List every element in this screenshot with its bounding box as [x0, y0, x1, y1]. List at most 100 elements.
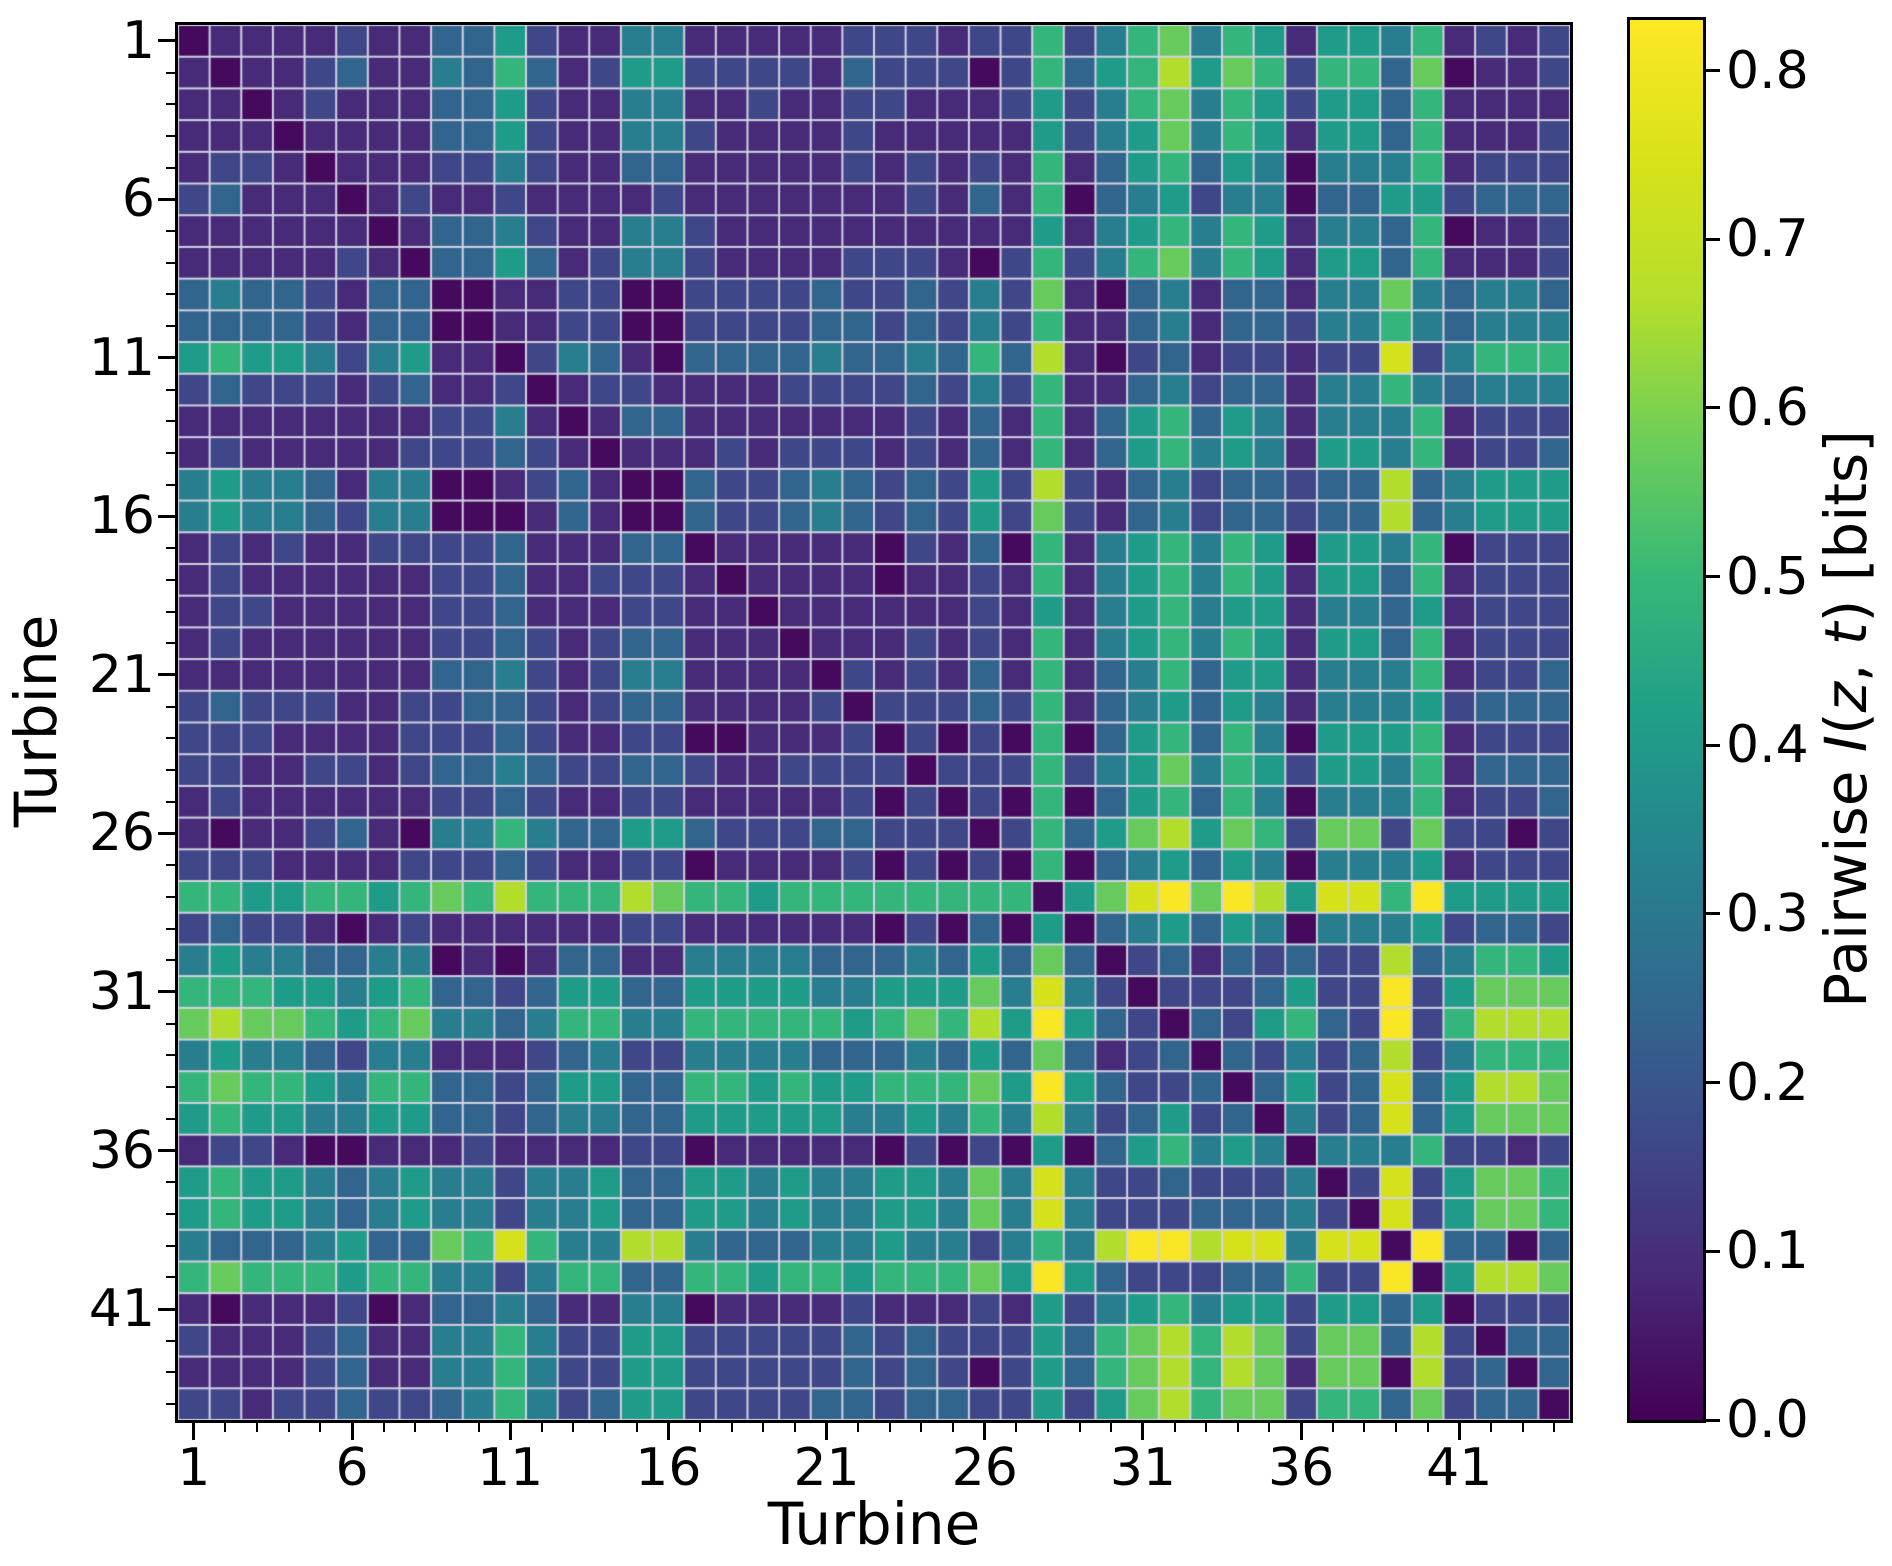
x-minor-tick: [572, 1423, 575, 1432]
y-major-tick: [158, 1307, 175, 1311]
y-major-tick: [158, 39, 175, 43]
colorbar-tick-label: 0.4: [1726, 715, 1809, 776]
y-minor-tick: [166, 1403, 175, 1406]
y-major-tick: [158, 514, 175, 518]
colorbar-tick-label: 0.6: [1726, 377, 1809, 438]
colorbar-tick: [1706, 406, 1720, 410]
x-minor-tick: [1553, 1423, 1556, 1432]
colorbar-label-text: ) [bits]: [1812, 430, 1880, 623]
x-minor-tick: [1110, 1423, 1113, 1432]
x-major-tick: [508, 1423, 512, 1440]
x-minor-tick: [224, 1423, 227, 1432]
y-minor-tick: [166, 864, 175, 867]
x-tick-label: 36: [1267, 1438, 1335, 1498]
colorbar-tick: [1706, 1418, 1720, 1422]
y-major-tick: [158, 356, 175, 360]
x-tick-label: 31: [1109, 1438, 1176, 1498]
y-minor-tick: [166, 1117, 175, 1120]
colorbar-tick: [1706, 575, 1720, 579]
x-minor-tick: [604, 1423, 607, 1432]
x-minor-tick: [1236, 1423, 1239, 1432]
x-minor-tick: [730, 1423, 733, 1432]
y-tick-label: 41: [88, 1279, 155, 1340]
y-minor-tick: [166, 547, 175, 550]
colorbar: [1627, 17, 1706, 1423]
y-minor-tick: [166, 800, 175, 803]
x-minor-tick: [1268, 1423, 1271, 1432]
colorbar-tick: [1706, 743, 1720, 747]
x-axis-label: Turbine: [767, 1490, 981, 1558]
y-major-tick: [158, 831, 175, 835]
x-tick-label: 1: [177, 1438, 211, 1498]
y-minor-tick: [166, 134, 175, 137]
x-major-tick: [350, 1423, 354, 1440]
x-minor-tick: [1426, 1423, 1429, 1432]
x-minor-tick: [287, 1423, 290, 1432]
colorbar-label: Pairwise I(z, t) [bits]: [1812, 430, 1880, 1008]
y-minor-tick: [166, 769, 175, 772]
y-major-tick: [158, 1149, 175, 1152]
x-minor-tick: [793, 1423, 796, 1432]
x-minor-tick: [857, 1423, 860, 1432]
y-major-tick: [158, 990, 175, 994]
x-minor-tick: [762, 1423, 765, 1432]
y-tick-label: 26: [88, 803, 155, 864]
colorbar-tick-label: 0.0: [1726, 1390, 1809, 1450]
colorbar-tick-label: 0.2: [1726, 1052, 1809, 1113]
x-major-tick: [666, 1423, 670, 1440]
x-major-tick: [1299, 1423, 1303, 1440]
colorbar-tick: [1706, 1081, 1720, 1085]
x-minor-tick: [1205, 1423, 1208, 1432]
colorbar-label-text: (: [1812, 712, 1880, 736]
x-minor-tick: [888, 1423, 891, 1432]
x-minor-tick: [1078, 1423, 1081, 1432]
y-tick-label: 16: [88, 486, 155, 547]
y-minor-tick: [166, 1054, 175, 1057]
y-minor-tick: [166, 388, 175, 391]
x-minor-tick: [414, 1423, 417, 1432]
colorbar-label-text: Pairwise: [1812, 752, 1880, 1008]
y-minor-tick: [166, 1371, 175, 1374]
y-minor-tick: [166, 578, 175, 581]
x-minor-tick: [1173, 1423, 1176, 1432]
colorbar-tick-label: 0.8: [1726, 40, 1809, 101]
x-minor-tick: [256, 1423, 259, 1432]
x-major-tick: [192, 1423, 196, 1440]
x-tick-label: 11: [477, 1438, 544, 1498]
colorbar-tick: [1706, 69, 1720, 73]
y-tick-label: 6: [121, 169, 155, 230]
y-minor-tick: [166, 737, 175, 740]
y-tick-label: 1: [121, 10, 155, 71]
x-minor-tick: [319, 1423, 322, 1432]
colorbar-tick: [1706, 1249, 1720, 1253]
x-minor-tick: [1047, 1423, 1049, 1432]
colorbar-gradient: [1630, 20, 1703, 1420]
y-minor-tick: [166, 642, 175, 645]
y-minor-tick: [166, 1181, 175, 1184]
colorbar-tick-label: 0.3: [1726, 883, 1809, 944]
x-major-tick: [983, 1423, 987, 1440]
colorbar-label-math: z: [1812, 681, 1880, 713]
y-tick-label: 21: [88, 644, 155, 705]
x-minor-tick: [952, 1423, 955, 1432]
colorbar-label-math: I: [1812, 735, 1880, 753]
y-minor-tick: [166, 230, 175, 233]
y-minor-tick: [166, 927, 175, 930]
x-minor-tick: [1331, 1423, 1334, 1432]
x-minor-tick: [1015, 1423, 1018, 1432]
y-minor-tick: [166, 325, 175, 328]
colorbar-label-text: ,: [1812, 645, 1880, 682]
colorbar-tick-label: 0.7: [1726, 209, 1809, 270]
x-tick-label: 6: [335, 1438, 369, 1498]
y-minor-tick: [166, 71, 175, 74]
colorbar-label-math: t: [1812, 622, 1880, 646]
x-major-tick: [825, 1423, 829, 1440]
y-major-tick: [158, 197, 175, 201]
x-minor-tick: [699, 1423, 701, 1432]
x-minor-tick: [477, 1423, 480, 1432]
y-tick-label: 11: [88, 327, 155, 388]
y-tick-label: 36: [88, 1120, 155, 1181]
x-minor-tick: [1489, 1423, 1492, 1432]
colorbar-tick-label: 0.5: [1726, 546, 1809, 607]
